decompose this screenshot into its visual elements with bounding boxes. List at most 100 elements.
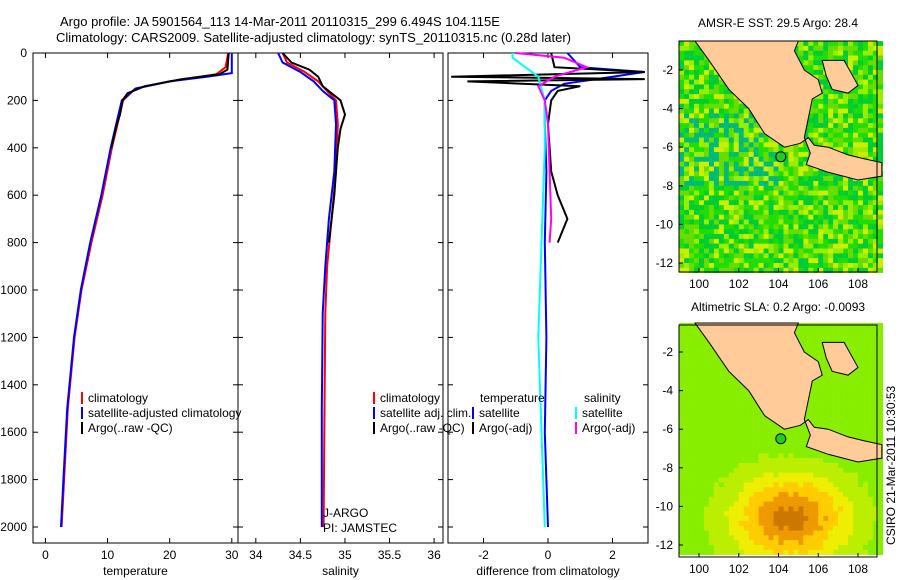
map-cell	[753, 453, 759, 459]
map-cell	[679, 89, 685, 95]
map-cell	[867, 253, 874, 259]
map-cell	[679, 323, 685, 329]
map-cell	[848, 327, 854, 333]
map-cell	[703, 438, 710, 444]
map-cell	[703, 258, 710, 264]
map-cell	[703, 501, 710, 507]
map-cell	[728, 496, 735, 502]
map-cell	[684, 337, 690, 343]
map-cell	[703, 472, 710, 478]
map-cell	[808, 209, 814, 216]
map-cell	[778, 258, 784, 264]
y-tick-label: 0	[20, 46, 27, 60]
map-cell	[818, 414, 824, 420]
map-cell	[798, 234, 804, 240]
map-cell	[733, 238, 739, 244]
map-cell	[728, 238, 735, 244]
map-cell	[877, 123, 884, 129]
map-cell	[723, 424, 730, 430]
map-cell	[718, 467, 725, 473]
map-cell	[823, 185, 829, 191]
map-cell	[848, 89, 854, 95]
map-cell	[738, 434, 744, 440]
map-cell	[778, 506, 784, 512]
map-cell	[813, 467, 819, 473]
map-cell	[828, 142, 834, 148]
map-cell	[694, 458, 700, 464]
map-cell	[713, 361, 720, 367]
profile-panel-1: 0 10 20 30temperature0200400600800100012001…	[0, 46, 241, 578]
map-cell	[718, 424, 725, 430]
map-cell	[833, 400, 839, 406]
map-cell	[679, 448, 685, 454]
map-cell	[833, 549, 839, 555]
map-cell	[708, 267, 715, 273]
map-cell	[718, 108, 725, 114]
map-cell	[788, 540, 794, 546]
map-cell	[828, 520, 834, 526]
map-cell	[703, 118, 710, 124]
map-cell	[828, 337, 834, 343]
map-cell	[813, 506, 819, 512]
map-cell	[763, 156, 769, 162]
map-cell	[684, 161, 690, 167]
map-cell	[684, 424, 690, 430]
map-cell	[694, 520, 700, 526]
map-cell	[838, 419, 844, 425]
map-cell	[838, 147, 844, 153]
map-cell	[833, 337, 839, 343]
map-cell	[679, 234, 685, 240]
map-cell	[793, 491, 799, 498]
map-cell	[753, 506, 759, 512]
map-cell	[728, 94, 735, 100]
map-cell	[733, 267, 739, 273]
map-cell	[828, 327, 834, 333]
map-cell	[823, 243, 829, 249]
map-cell	[723, 258, 730, 264]
map-cell	[818, 487, 824, 493]
map-cell	[872, 127, 879, 133]
x-tick-label: 35.5	[378, 548, 402, 562]
plot-frame	[237, 52, 444, 544]
map-cell	[818, 390, 824, 396]
map-cell	[684, 205, 690, 211]
map-cell	[703, 152, 710, 158]
map-cell	[813, 520, 819, 526]
y-tick-label: -8	[662, 179, 673, 193]
map-cell	[768, 472, 774, 478]
map-cell	[848, 267, 854, 273]
map-cell	[828, 253, 834, 259]
map-cell	[858, 424, 864, 430]
map-cell	[838, 462, 844, 469]
map-cell	[862, 94, 869, 100]
map-cell	[773, 238, 779, 244]
map-cell	[867, 540, 874, 546]
map-cell	[872, 209, 879, 216]
map-cell	[877, 70, 884, 76]
map-cell	[758, 487, 764, 493]
map-cell	[848, 253, 854, 259]
map-cell	[679, 405, 685, 411]
map-cell	[823, 482, 829, 488]
map-cell	[818, 50, 824, 56]
map-cell	[778, 234, 784, 240]
map-cell	[713, 263, 720, 269]
map-cell	[773, 516, 779, 522]
map-cell	[738, 390, 744, 396]
map-cell	[768, 506, 774, 512]
map-cell	[763, 496, 769, 502]
map-cell	[808, 200, 814, 206]
map-cell	[743, 166, 749, 172]
map-cell	[798, 520, 804, 526]
map-cell	[838, 472, 844, 478]
map-cell	[743, 400, 749, 406]
map-cell	[703, 376, 710, 382]
map-cell	[748, 118, 754, 124]
map-cell	[867, 482, 874, 488]
map-cell	[753, 491, 759, 498]
map-cell	[694, 530, 700, 536]
map-cell	[694, 70, 700, 76]
map-cell	[699, 419, 705, 425]
map-cell	[703, 424, 710, 430]
map-cell	[748, 511, 754, 517]
